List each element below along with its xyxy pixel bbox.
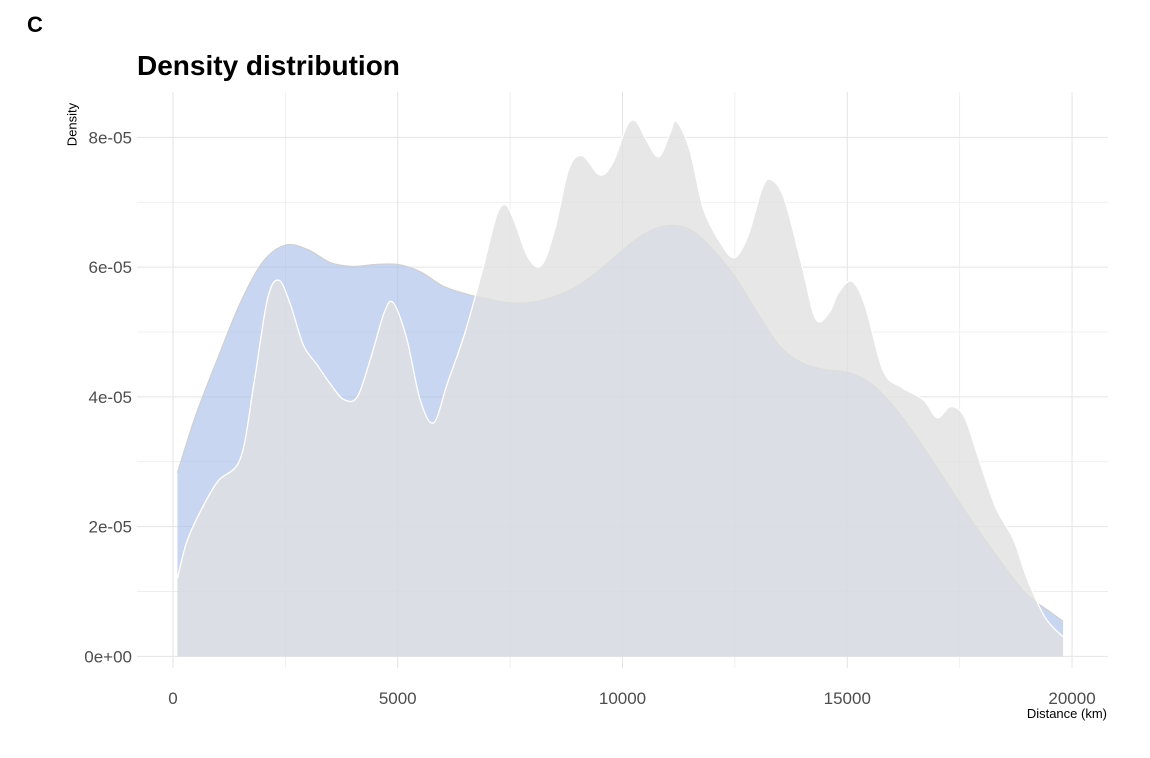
x-tick-label: 20000 — [1048, 689, 1095, 708]
density-outline-2 — [176, 119, 1064, 638]
chart-title: Density distribution — [137, 50, 400, 81]
y-tick-label: 8e-05 — [89, 128, 132, 147]
x-tick-label: 5000 — [379, 689, 417, 708]
density-area-2 — [177, 120, 1064, 657]
x-axis-label: Distance (km) — [1026, 706, 1107, 721]
x-axis-ticks: 0 5000 10000 15000 20000 — [168, 689, 1095, 708]
x-tick-label: 15000 — [824, 689, 871, 708]
x-tick-label: 10000 — [599, 689, 646, 708]
y-tick-label: 4e-05 — [89, 388, 132, 407]
x-tick-label: 0 — [168, 689, 177, 708]
y-tick-label: 6e-05 — [89, 258, 132, 277]
density-areas — [176, 119, 1064, 657]
y-tick-label: 0e+00 — [84, 647, 132, 666]
y-axis-ticks: 0e+00 2e-05 4e-05 6e-05 8e-05 — [84, 128, 132, 666]
panel-tag: C — [27, 12, 43, 37]
y-tick-label: 2e-05 — [89, 518, 132, 537]
